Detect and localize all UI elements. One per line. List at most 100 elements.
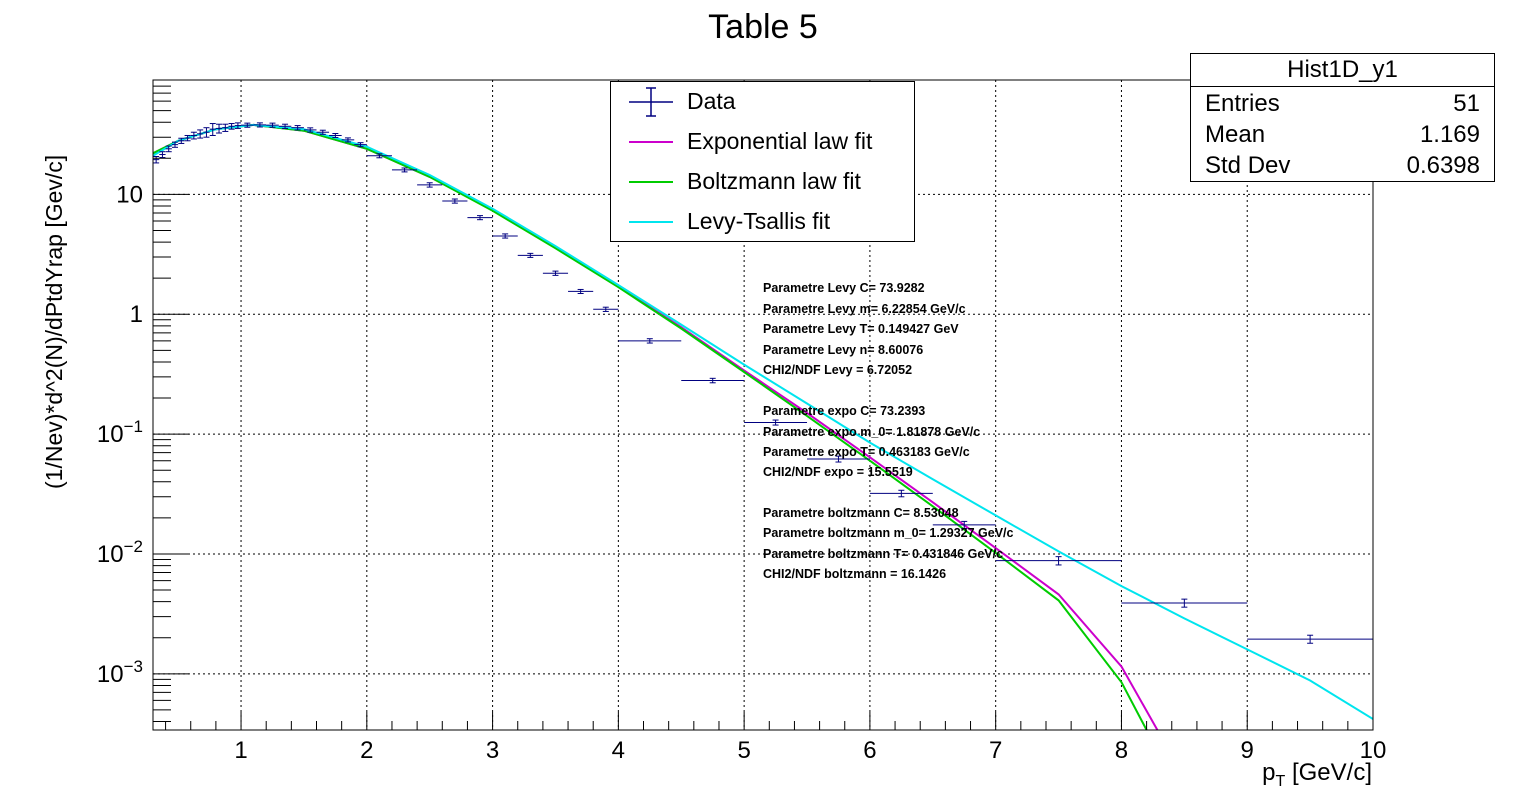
plot-frame — [152, 79, 1374, 731]
x-tick-label: 4 — [612, 737, 625, 764]
data-point — [184, 134, 191, 142]
x-tick-label: 5 — [737, 737, 750, 764]
data-point — [253, 122, 267, 128]
data-point — [568, 288, 594, 294]
data-point — [291, 125, 304, 131]
data-point — [744, 419, 808, 426]
data-point — [366, 153, 392, 159]
x-tick-label: 7 — [989, 737, 1002, 764]
data-point — [995, 556, 1122, 566]
data-point — [391, 167, 418, 173]
fit-parameter-line: Parametre expo C= 73.2393 — [763, 404, 926, 418]
fit-parameter-line: Parametre expo T= 0.463183 GeV/c — [763, 445, 970, 459]
data-point — [417, 182, 443, 188]
data-point — [869, 489, 933, 498]
data-point — [618, 338, 682, 344]
chart-title: Table 5 — [708, 8, 818, 46]
fit-curve-levy-tsallis-fit — [153, 123, 1373, 720]
stats-value: 51 — [1453, 90, 1480, 117]
legend-label-levy: Levy-Tsallis fit — [687, 208, 831, 234]
data-point — [517, 252, 543, 258]
x-tick-label: 3 — [486, 737, 499, 764]
y-tick-label: 10−1 — [97, 417, 143, 448]
data-point — [1121, 598, 1248, 608]
stats-value: 0.6398 — [1406, 152, 1480, 179]
data-point — [234, 122, 242, 129]
fit-parameter-line: Parametre boltzmann C= 8.53048 — [763, 506, 959, 520]
x-tick-label: 6 — [863, 737, 876, 764]
data-point — [228, 123, 235, 130]
stats-value: 1.169 — [1419, 121, 1480, 148]
legend-item-data: Data — [611, 82, 914, 122]
data-point — [209, 123, 216, 136]
x-tick-label: 2 — [360, 737, 373, 764]
data-point — [266, 122, 279, 128]
y-axis-label: (1/Nev)*d^2(N)/dPtdYrap [Gev/c] — [41, 155, 67, 489]
data-point — [215, 123, 223, 134]
legend-item-levy: Levy-Tsallis fit — [611, 202, 914, 242]
x-tick-label: 9 — [1241, 737, 1254, 764]
data-point — [203, 127, 210, 138]
legend-symbol-levy — [629, 221, 673, 223]
data-point — [354, 142, 367, 148]
data-point — [278, 123, 292, 129]
data-point — [178, 137, 185, 144]
fit-parameter-line: Parametre Levy T= 0.149427 GeV — [763, 322, 959, 336]
data-point — [171, 141, 179, 148]
data-point — [341, 137, 355, 143]
fit-parameter-line: Parametre Levy C= 73.9282 — [763, 281, 925, 295]
legend-symbol-boltzmann — [629, 181, 673, 183]
axes: 1 2 3 4 5 6 7 8 9 10 10−3 10−2 10−1 1 10 — [97, 79, 1387, 764]
y-tick-label: 1 — [130, 301, 143, 328]
legend-symbol-exponential — [629, 141, 673, 143]
x-axis-label: pT [GeV/c] — [1262, 759, 1372, 790]
fit-parameter-line: Parametre boltzmann T= 0.431846 GeV/c — [763, 547, 1004, 561]
stats-key: Std Dev — [1205, 152, 1291, 179]
data-point — [807, 455, 870, 463]
data-point — [329, 133, 342, 139]
data-point — [442, 198, 468, 204]
data-point — [197, 129, 204, 139]
data-point — [303, 127, 317, 133]
stats-title: Hist1D_y1 — [1191, 54, 1494, 87]
x-tick-label: 1 — [234, 737, 247, 764]
y-tick-label: 10−3 — [97, 657, 143, 688]
data-point — [316, 129, 330, 135]
stats-key: Mean — [1205, 121, 1266, 148]
data-point — [222, 123, 229, 132]
legend-label-data: Data — [687, 88, 736, 114]
legend-item-exponential: Exponential law fit — [611, 122, 914, 162]
fit-parameter-line: Parametre Levy n= 8.60076 — [763, 343, 924, 357]
x-tick-label: 10 — [1360, 737, 1387, 764]
data-point — [1247, 634, 1373, 644]
data-point — [165, 145, 172, 153]
stats-box: Hist1D_y1 Entries 51 Mean 1.169 Std Dev … — [1190, 53, 1495, 182]
fit-parameter-line: Parametre Levy m= 6.22854 GeV/c — [763, 302, 966, 316]
y-tick-label: 10−2 — [97, 537, 143, 568]
x-tick-label: 8 — [1115, 737, 1128, 764]
data-point — [593, 306, 619, 312]
data-point — [241, 122, 254, 128]
y-tick-label: 10 — [116, 181, 143, 208]
data-point — [681, 377, 745, 384]
fit-parameter-line: Parametre boltzmann m_0= 1.29327 GeV/c — [763, 526, 1014, 540]
stats-row-stddev: Std Dev 0.6398 — [1205, 150, 1480, 182]
data-point — [159, 151, 166, 159]
fit-parameter-line: CHI2/NDF Levy = 6.72052 — [763, 363, 913, 377]
data-point — [492, 233, 518, 239]
legend: Data Exponential law fit Boltzmann law f… — [610, 81, 915, 242]
data-point — [467, 215, 493, 221]
data-points — [153, 122, 1373, 644]
fit-parameter-line: CHI2/NDF boltzmann = 16.1426 — [763, 567, 947, 581]
legend-label-boltzmann: Boltzmann law fit — [687, 168, 861, 194]
data-point — [153, 156, 160, 164]
legend-label-exponential: Exponential law fit — [687, 128, 873, 154]
data-point — [542, 270, 569, 276]
fit-parameter-line: Parametre expo m_0= 1.81878 GeV/c — [763, 425, 981, 439]
legend-symbol-data — [629, 87, 673, 117]
stats-row-entries: Entries 51 — [1205, 88, 1480, 120]
stats-key: Entries — [1205, 90, 1280, 117]
legend-item-boltzmann: Boltzmann law fit — [611, 162, 914, 202]
stats-row-mean: Mean 1.169 — [1205, 119, 1480, 151]
